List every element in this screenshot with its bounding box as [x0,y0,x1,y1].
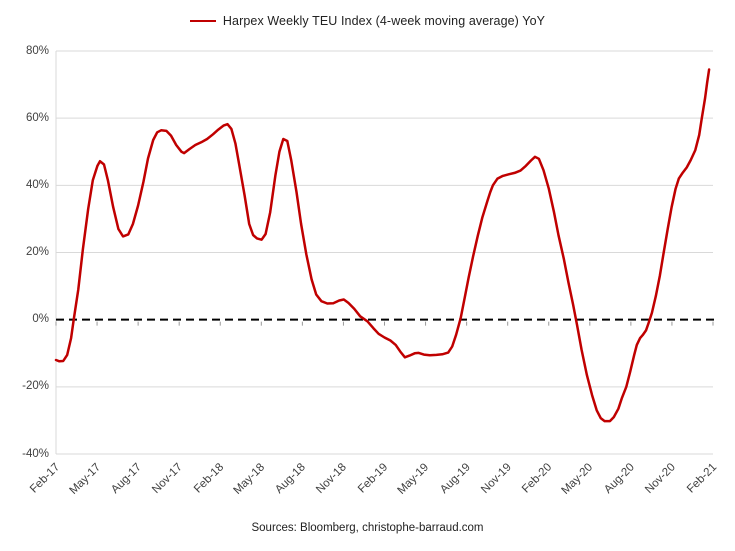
y-tick-label: 60% [25,111,49,124]
legend: Harpex Weekly TEU Index (4-week moving a… [0,14,735,28]
y-tick-label: 80% [25,44,49,57]
source-caption: Sources: Bloomberg, christophe-barraud.c… [251,522,484,534]
y-tick-label: -40% [22,447,49,460]
legend-line-swatch [189,19,216,23]
legend-label: Harpex Weekly TEU Index (4-week moving a… [222,14,546,28]
y-tick-label: 20% [25,246,49,258]
series-line [54,68,711,423]
y-tick-label: -20% [22,380,49,393]
y-tick-label: 40% [25,178,49,191]
y-tick-label: 0% [32,313,49,326]
